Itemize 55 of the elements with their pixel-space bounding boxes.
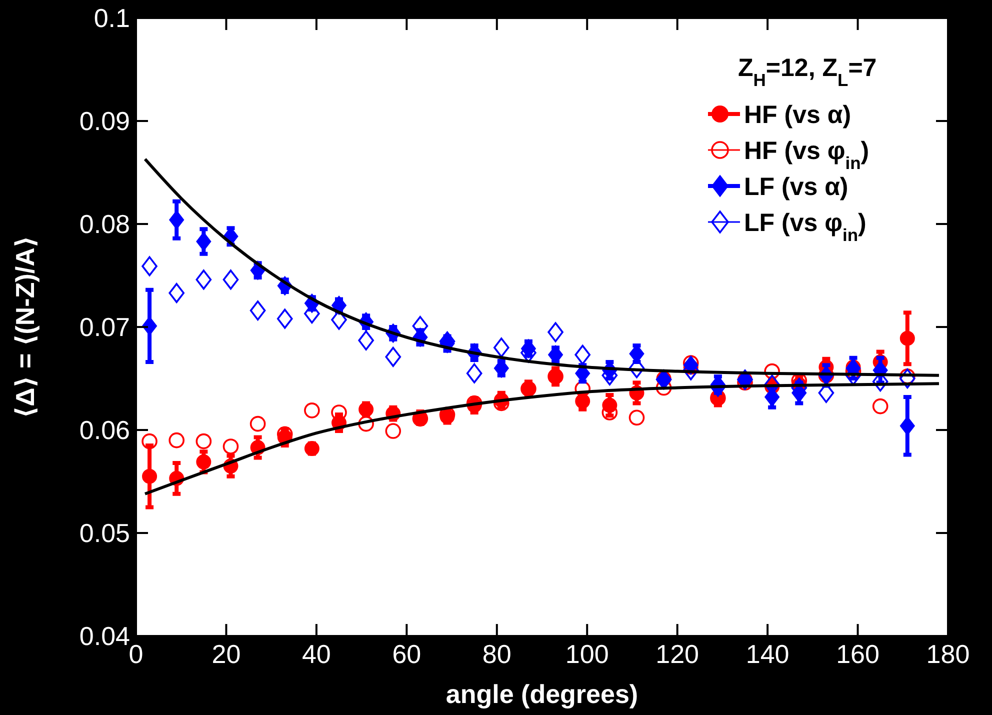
- x-tick-label: 60: [392, 639, 422, 669]
- y-tick-label: 0.1: [94, 3, 130, 33]
- legend-label: LF (vs α): [744, 173, 848, 201]
- point: [466, 363, 482, 384]
- point: [168, 432, 184, 448]
- legend-title: Z$_{H}$=12, Z$_{L}$=7: [738, 54, 877, 90]
- x-tick-label: 140: [746, 639, 790, 669]
- legend-label: HF (vs α): [744, 101, 852, 129]
- point: [764, 363, 780, 380]
- x-axis-title: angle (degrees): [446, 679, 638, 709]
- point: [548, 322, 564, 342]
- point: [900, 330, 915, 346]
- point: [900, 368, 916, 388]
- point: [358, 330, 374, 350]
- y-tick-label: 0.08: [79, 209, 130, 239]
- x-tick-label: 120: [656, 639, 700, 669]
- x-tick-label: 0: [128, 639, 144, 669]
- point: [304, 402, 320, 418]
- point: [168, 283, 184, 304]
- point: [574, 344, 590, 365]
- point: [250, 300, 266, 321]
- point: [494, 338, 510, 358]
- y-tick-label: 0.06: [79, 415, 130, 445]
- y-tick-label: 0.07: [79, 312, 130, 342]
- x-tick-label: 40: [302, 639, 331, 669]
- point: [142, 468, 158, 484]
- point: [575, 394, 590, 409]
- point: [872, 398, 888, 414]
- point: [628, 410, 645, 426]
- y-axis-title: ⟨Δ⟩ = ⟨(N-Z)/A⟩: [10, 236, 40, 418]
- point: [250, 416, 266, 432]
- point: [900, 416, 915, 436]
- x-tick-label: 180: [926, 639, 970, 669]
- point: [196, 454, 212, 470]
- x-tick-label: 160: [836, 639, 880, 669]
- x-tick-label: 100: [565, 639, 609, 669]
- point: [385, 423, 402, 439]
- point: [385, 346, 402, 367]
- x-tick-label: 80: [482, 639, 512, 669]
- point: [222, 438, 239, 454]
- point: [276, 308, 293, 329]
- y-tick-label: 0.09: [79, 106, 130, 136]
- y-tick-label: 0.05: [79, 518, 130, 548]
- point: [169, 210, 184, 230]
- point: [196, 270, 212, 290]
- point: [196, 433, 212, 450]
- x-tick-label: 20: [212, 639, 241, 669]
- point: [142, 433, 158, 450]
- legend-label: LF (vs φ$_{in}$): [744, 209, 866, 245]
- point: [196, 232, 212, 252]
- point: [358, 416, 374, 432]
- point: [142, 256, 158, 276]
- point: [222, 270, 239, 290]
- y-tick-label: 0.04: [79, 621, 130, 651]
- legend-label: HF (vs φ$_{in}$): [744, 137, 870, 173]
